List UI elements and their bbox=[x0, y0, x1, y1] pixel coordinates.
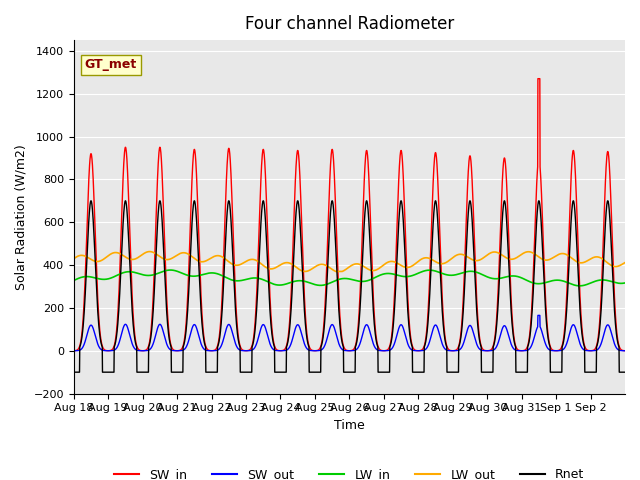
X-axis label: Time: Time bbox=[334, 419, 365, 432]
Rnet bbox=[87, 198, 95, 204]
SW_out bbox=[534, 312, 541, 318]
LW_out bbox=[621, 260, 628, 265]
Line: Rnet: Rnet bbox=[74, 201, 625, 372]
LW_in bbox=[166, 267, 174, 273]
SW_in bbox=[70, 348, 77, 354]
SW_in bbox=[515, 348, 523, 353]
SW_in bbox=[534, 76, 541, 82]
Line: LW_in: LW_in bbox=[74, 270, 625, 286]
SW_out bbox=[621, 348, 628, 354]
SW_out bbox=[614, 346, 621, 352]
SW_out bbox=[518, 348, 525, 354]
LW_in bbox=[383, 271, 390, 276]
SW_in bbox=[621, 348, 628, 354]
SW_out bbox=[515, 348, 523, 354]
Legend: SW_in, SW_out, LW_in, LW_out, Rnet: SW_in, SW_out, LW_in, LW_out, Rnet bbox=[109, 464, 589, 480]
LW_out bbox=[146, 249, 154, 254]
LW_in bbox=[614, 280, 621, 286]
LW_out bbox=[332, 269, 340, 275]
Rnet bbox=[613, 336, 621, 342]
SW_in bbox=[518, 348, 525, 354]
Rnet bbox=[621, 369, 628, 375]
LW_out bbox=[383, 260, 390, 266]
LW_in bbox=[70, 277, 77, 283]
Y-axis label: Solar Radiation (W/m2): Solar Radiation (W/m2) bbox=[15, 144, 28, 290]
Text: GT_met: GT_met bbox=[85, 59, 137, 72]
Rnet bbox=[70, 369, 77, 375]
SW_out bbox=[382, 348, 390, 354]
Rnet bbox=[547, 369, 554, 375]
LW_out bbox=[244, 257, 252, 263]
Line: SW_in: SW_in bbox=[74, 79, 625, 351]
SW_out bbox=[547, 348, 554, 353]
SW_out bbox=[244, 348, 252, 354]
LW_in bbox=[547, 278, 554, 284]
LW_in bbox=[125, 269, 132, 275]
Rnet bbox=[383, 369, 390, 375]
LW_out bbox=[614, 264, 621, 269]
Rnet bbox=[515, 369, 523, 375]
SW_in bbox=[614, 334, 621, 340]
SW_out bbox=[70, 348, 77, 354]
LW_in bbox=[244, 276, 252, 282]
LW_in bbox=[621, 280, 628, 286]
Rnet bbox=[125, 245, 133, 251]
LW_out bbox=[70, 256, 77, 262]
LW_out bbox=[125, 256, 132, 262]
Line: SW_out: SW_out bbox=[74, 315, 625, 351]
LW_out bbox=[547, 256, 554, 262]
SW_in bbox=[244, 348, 252, 353]
Line: LW_out: LW_out bbox=[74, 252, 625, 272]
SW_out bbox=[125, 329, 132, 335]
SW_in bbox=[382, 348, 390, 353]
LW_in bbox=[515, 274, 523, 280]
LW_in bbox=[576, 283, 584, 288]
Title: Four channel Radiometer: Four channel Radiometer bbox=[244, 15, 454, 33]
SW_in bbox=[125, 201, 132, 207]
Rnet bbox=[244, 369, 252, 375]
SW_in bbox=[547, 345, 554, 350]
LW_out bbox=[516, 253, 524, 259]
